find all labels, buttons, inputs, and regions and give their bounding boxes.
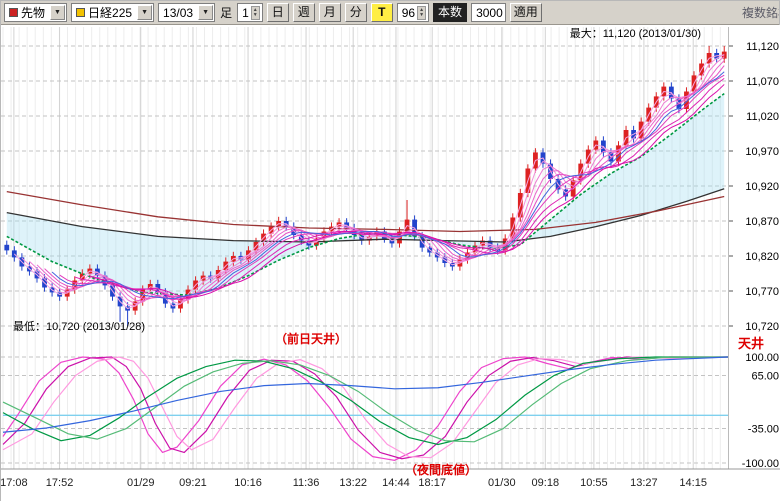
rci-long xyxy=(2,356,729,433)
period-button-week[interactable]: 週 xyxy=(292,3,315,22)
rci-short-a xyxy=(2,356,728,461)
rci-short-c xyxy=(2,356,729,459)
contract-label: 13/03 xyxy=(163,5,194,20)
interval-value: 1 xyxy=(242,5,249,20)
period-button-day[interactable]: 日 xyxy=(266,3,289,22)
price-axis-label: 11,120 xyxy=(746,41,779,53)
x-axis-label: 14:15 xyxy=(679,477,707,489)
x-axis-label: 13:22 xyxy=(339,477,367,489)
rci-mid-a xyxy=(2,356,728,446)
chevron-down-icon[interactable]: ▼ xyxy=(50,5,66,20)
chevron-down-icon[interactable]: ▼ xyxy=(137,5,153,20)
x-axis-label: 11:36 xyxy=(293,477,320,489)
x-axis-label: 10:55 xyxy=(580,477,608,489)
toolbar: 先物 ▼ 日経225 ▼ 13/03 ▼ 足 1 ▲ ▼ 日 週 月 分 T 96… xyxy=(1,1,779,25)
period-button-month[interactable]: 月 xyxy=(318,3,341,22)
apply-button[interactable]: 適用 xyxy=(509,3,542,22)
x-axis-label: 10:16 xyxy=(234,477,262,489)
night-bottom-annotation: （夜間底値） xyxy=(405,462,477,477)
green-dotted-ma xyxy=(6,92,725,297)
count-value: 96 xyxy=(401,5,416,20)
blue-ma xyxy=(51,71,725,300)
symbol-marker-icon xyxy=(76,8,86,17)
price-axis-label: 11,070 xyxy=(746,76,779,88)
price-axis-label: 10,920 xyxy=(745,181,779,193)
ceiling-annotation: 天井 xyxy=(738,336,764,351)
tick-button[interactable]: T xyxy=(370,3,393,22)
x-axis-label: 09:21 xyxy=(179,477,207,489)
x-axis-label: 09:18 xyxy=(532,477,560,489)
count-input[interactable]: 96 ▲ ▼ xyxy=(396,3,430,22)
price-chart[interactable]: 11,120 11,070 11,020 10,970 10,920 10,870 10,8… xyxy=(0,25,780,501)
x-axis-label: 14:44 xyxy=(382,477,410,489)
instrument-select[interactable]: 先物 ▼ xyxy=(4,3,68,22)
price-axis-label: 11,020 xyxy=(746,111,779,123)
interval-input[interactable]: 1 ▲ ▼ xyxy=(237,3,263,22)
bars-count-label: 本数 xyxy=(433,3,468,22)
price-axis-label: 10,970 xyxy=(745,146,779,158)
max-annotation: 最大：11,120 (2013/01/30) xyxy=(570,26,701,40)
x-axis-label: 01/29 xyxy=(127,477,155,489)
x-axis-label: 17:08 xyxy=(1,477,28,489)
price-axis-label: 10,870 xyxy=(745,216,779,228)
x-axis-label: 01/30 xyxy=(488,477,516,489)
prev-day-ceiling-annotation: （前日天井） xyxy=(275,331,347,346)
bar-type-label: 足 xyxy=(220,6,233,20)
ma-cloud xyxy=(6,93,725,296)
osc-axis-label: 65.00 xyxy=(751,371,779,383)
x-axis-label: 18:17 xyxy=(418,477,446,489)
ma-ribbon-line xyxy=(13,54,725,310)
symbol-label: 日経225 xyxy=(88,6,133,20)
price-axis-label: 10,820 xyxy=(745,251,779,263)
instrument-marker-icon xyxy=(9,8,18,17)
contract-month-select[interactable]: 13/03 ▼ xyxy=(158,3,216,22)
bars-count-input[interactable]: 3000 xyxy=(471,3,506,22)
period-button-minute[interactable]: 分 xyxy=(344,3,367,22)
x-axis-label: 17:52 xyxy=(46,477,74,489)
rci-mid-b xyxy=(2,356,729,443)
spinner-icon[interactable]: ▲ ▼ xyxy=(417,5,427,20)
x-axis-label: 13:27 xyxy=(630,477,658,489)
min-annotation: 最低：10,720 (2013/01/28) xyxy=(13,320,145,333)
bars-count-value: 3000 xyxy=(476,5,503,20)
chevron-down-icon[interactable]: ▼ xyxy=(198,5,214,20)
spinner-icon[interactable]: ▲ ▼ xyxy=(250,5,260,20)
osc-axis-label: 100.00 xyxy=(745,352,779,364)
instrument-label: 先物 xyxy=(21,6,46,20)
multi-symbol-label[interactable]: 複数銘柄 xyxy=(741,6,779,20)
price-axis-label: 10,720 xyxy=(745,321,779,333)
long-ma-darkred xyxy=(6,190,725,233)
chart-area[interactable]: 11,120 11,070 11,020 10,970 10,920 10,870 10,8… xyxy=(0,25,780,501)
osc-axis-label: -100.00 xyxy=(742,458,779,470)
ma-ribbon-line xyxy=(89,84,725,298)
price-axis-label: 10,770 xyxy=(745,286,779,298)
symbol-select[interactable]: 日経225 ▼ xyxy=(71,3,155,22)
osc-axis-label: -35.00 xyxy=(748,424,779,436)
rci-short-b xyxy=(2,356,729,460)
